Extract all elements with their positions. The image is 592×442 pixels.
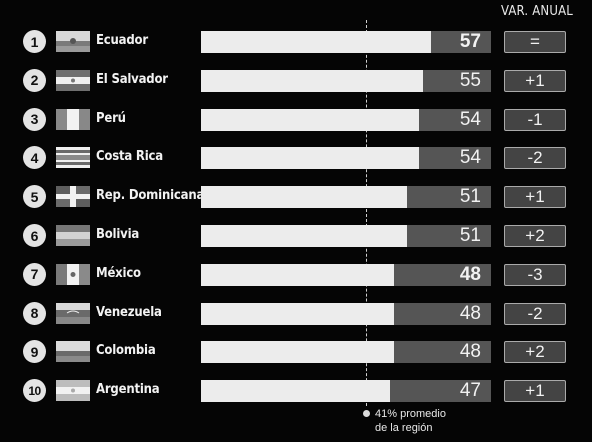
bar-track: 54 <box>201 147 491 170</box>
annual-change-badge: -2 <box>504 302 566 325</box>
rank-badge: 3 <box>23 107 46 131</box>
chart-row: 10 Argentina 47 +1 <box>0 378 592 404</box>
bar <box>201 147 419 170</box>
bar <box>201 31 431 53</box>
bar-track: 48 <box>201 341 491 364</box>
rank-badge: 8 <box>23 301 46 325</box>
rank-badge: 9 <box>23 340 46 364</box>
costa-rica-flag-icon <box>56 147 90 169</box>
rank-badge: 2 <box>23 68 46 92</box>
value-label: 51 <box>459 225 481 246</box>
average-label-line1: 41% promedio <box>375 408 446 420</box>
chart-row: 9 Colombia 48 +2 <box>0 339 592 365</box>
country-label: México <box>96 265 141 281</box>
value-label: 54 <box>459 108 481 130</box>
country-label: Bolivia <box>96 227 140 242</box>
mexico-flag-icon <box>56 263 90 285</box>
bar-track: 48 <box>201 302 491 325</box>
rank-badge: 7 <box>23 262 46 286</box>
annual-change-badge: +1 <box>504 69 566 92</box>
value-label: 47 <box>459 380 481 402</box>
bar <box>201 225 407 247</box>
value-label: 48 <box>459 263 481 285</box>
country-label: Costa Rica <box>96 149 163 165</box>
value-label: 48 <box>459 341 481 363</box>
country-label: Ecuador <box>96 33 148 48</box>
chart-row: 4 Costa Rica 54 -2 <box>0 145 592 171</box>
bar <box>201 380 390 403</box>
bar <box>201 108 419 131</box>
annual-change-badge: +1 <box>504 380 566 403</box>
bar-track: 51 <box>201 186 491 209</box>
bolivia-flag-icon <box>56 225 90 246</box>
average-label-line2: de la región <box>375 422 433 434</box>
bar-track: 51 <box>201 225 491 247</box>
annual-change-badge: +1 <box>504 186 566 209</box>
rank-badge: 5 <box>23 185 46 209</box>
bar-track: 48 <box>201 263 491 286</box>
ecuador-flag-icon <box>56 31 90 52</box>
peru-flag-icon <box>56 108 90 130</box>
annual-change-badge: -3 <box>504 263 566 286</box>
country-label: Colombia <box>96 343 156 359</box>
annual-change-badge: = <box>504 31 566 53</box>
country-label: Perú <box>96 110 126 126</box>
el-salvador-flag-icon <box>56 69 90 91</box>
value-label: 48 <box>459 302 481 324</box>
bar <box>201 186 407 209</box>
rank-badge: 6 <box>23 224 46 247</box>
rank-badge: 10 <box>23 379 46 403</box>
annual-change-badge: +2 <box>504 225 566 247</box>
country-label: El Salvador <box>96 71 168 87</box>
venezuela-flag-icon <box>56 302 90 324</box>
dominican-republic-flag-icon <box>56 186 90 208</box>
chart-row: 1 Ecuador 57 = <box>0 29 592 55</box>
annual-change-badge: -1 <box>504 108 566 131</box>
bar <box>201 69 423 92</box>
average-marker-dot <box>363 410 370 417</box>
value-label: 51 <box>459 186 481 208</box>
annual-change-badge: +2 <box>504 341 566 364</box>
rank-badge: 1 <box>23 30 46 53</box>
value-label: 55 <box>459 69 481 91</box>
bar <box>201 263 394 286</box>
bar-track: 57 <box>201 31 491 53</box>
argentina-flag-icon <box>56 380 90 402</box>
bar-track: 55 <box>201 69 491 92</box>
chart-row: 2 El Salvador 55 +1 <box>0 68 592 94</box>
bar-track: 54 <box>201 108 491 131</box>
chart-row: 8 Venezuela 48 -2 <box>0 301 592 327</box>
chart-row: 6 Bolivia 51 +2 <box>0 223 592 249</box>
chart-row: 5 Rep. Dominicana 51 +1 <box>0 184 592 210</box>
average-reference-line <box>366 20 367 406</box>
colombia-flag-icon <box>56 341 90 363</box>
annual-change-badge: -2 <box>504 147 566 170</box>
country-label: Venezuela <box>96 304 162 320</box>
bar <box>201 302 394 325</box>
chart-row: 7 México 48 -3 <box>0 262 592 288</box>
var-anual-header: VAR. ANUAL <box>500 4 574 19</box>
value-label: 54 <box>459 147 481 169</box>
value-label: 57 <box>459 31 481 52</box>
country-label: Rep. Dominicana <box>96 188 205 204</box>
rank-badge: 4 <box>23 146 46 170</box>
bar <box>201 341 394 364</box>
country-label: Argentina <box>96 382 160 398</box>
bar-track: 47 <box>201 380 491 403</box>
chart-row: 3 Perú 54 -1 <box>0 107 592 133</box>
